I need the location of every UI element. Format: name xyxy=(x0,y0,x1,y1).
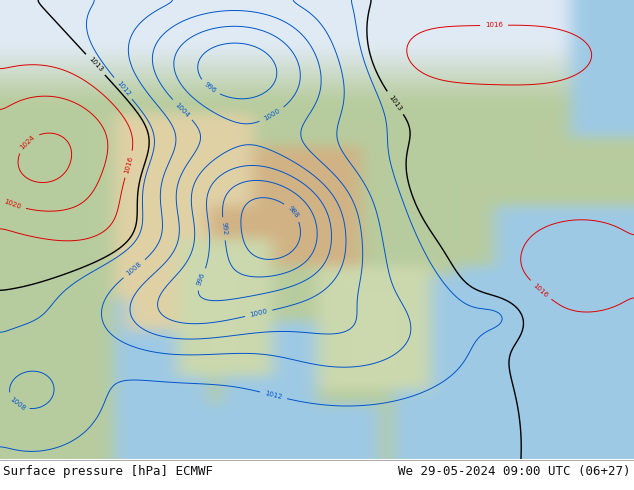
Text: 1012: 1012 xyxy=(264,391,283,400)
Text: 1008: 1008 xyxy=(8,396,26,412)
Text: 1000: 1000 xyxy=(249,308,268,318)
Text: 988: 988 xyxy=(287,205,299,219)
Text: 1016: 1016 xyxy=(124,155,134,174)
Text: 1020: 1020 xyxy=(3,198,22,210)
Text: 1000: 1000 xyxy=(263,108,281,122)
Text: 1024: 1024 xyxy=(19,134,36,150)
Text: 1004: 1004 xyxy=(174,101,191,118)
Text: 996: 996 xyxy=(203,81,217,95)
Text: Surface pressure [hPa] ECMWF: Surface pressure [hPa] ECMWF xyxy=(3,465,213,478)
Text: 1016: 1016 xyxy=(485,22,503,28)
Text: 1008: 1008 xyxy=(126,261,143,277)
Text: 992: 992 xyxy=(220,222,228,236)
Text: 1013: 1013 xyxy=(387,94,403,112)
Text: We 29-05-2024 09:00 UTC (06+27): We 29-05-2024 09:00 UTC (06+27) xyxy=(398,465,631,478)
Text: 1013: 1013 xyxy=(87,56,104,74)
Text: 996: 996 xyxy=(197,272,207,287)
Text: 1012: 1012 xyxy=(115,79,131,97)
Text: 1016: 1016 xyxy=(532,282,550,298)
